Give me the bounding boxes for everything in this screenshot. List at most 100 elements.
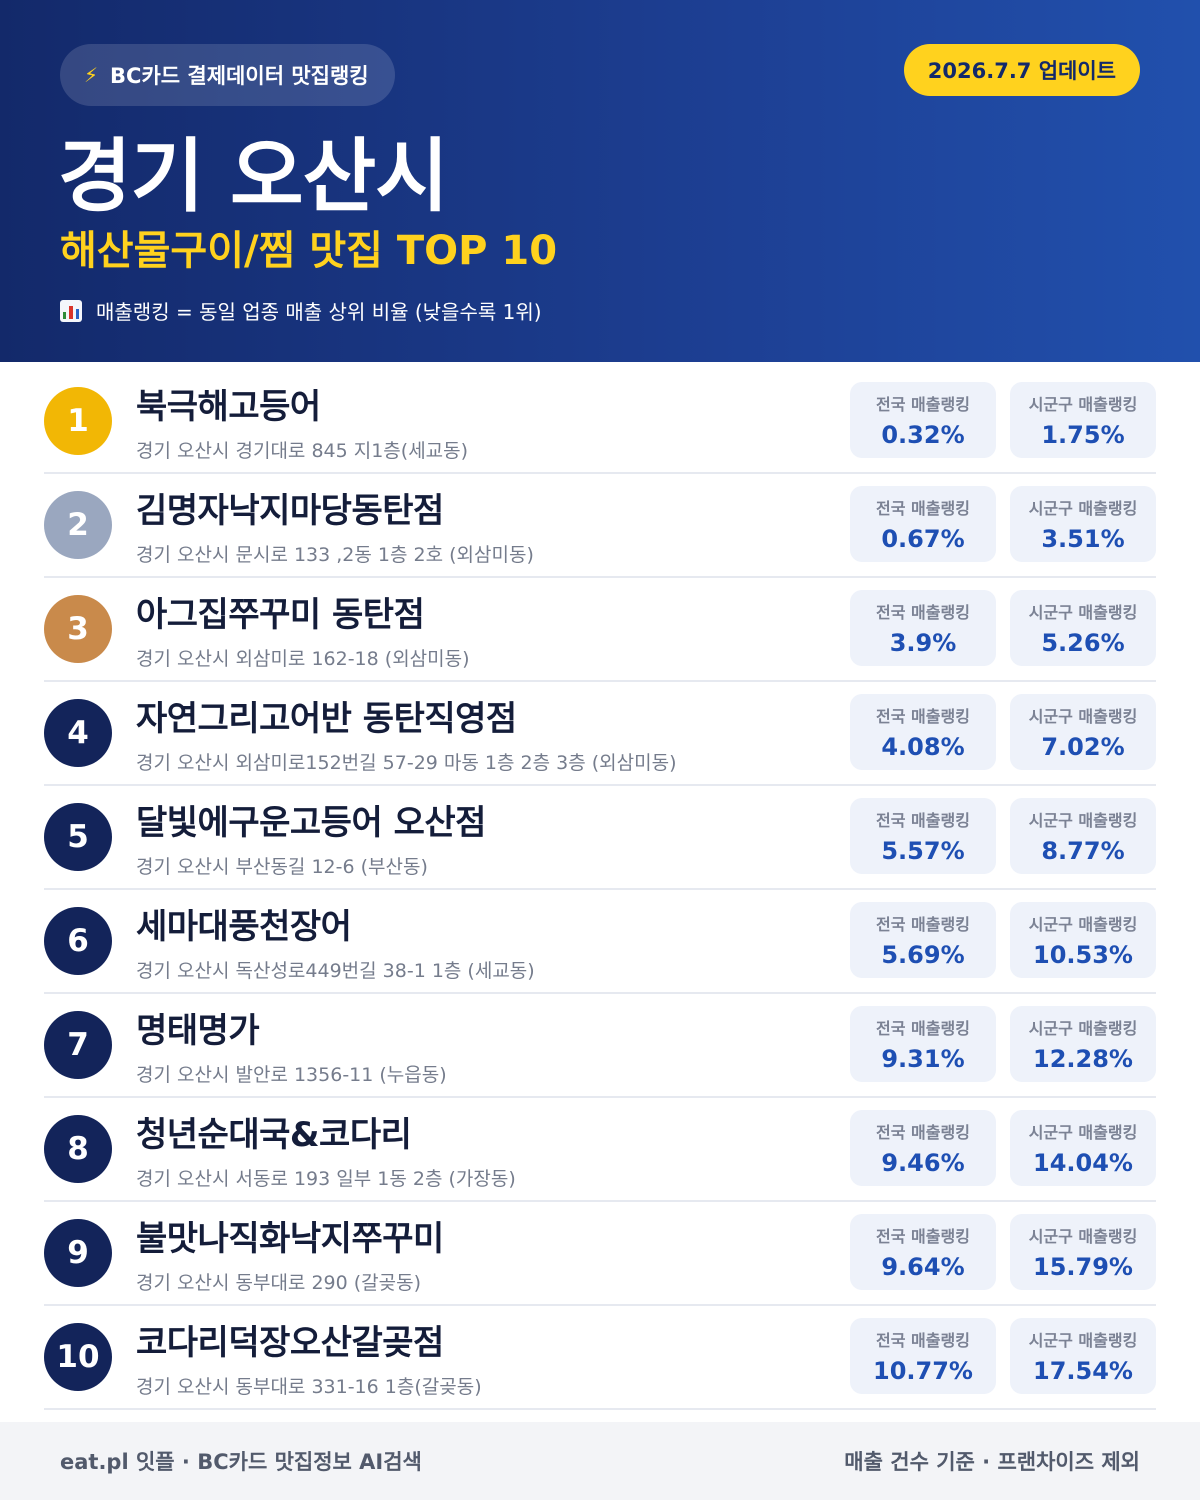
national-ranking-label: 전국 매출랭킹	[876, 1227, 970, 1246]
update-date-badge: 2026.7.7 업데이트	[903, 44, 1140, 96]
national-ranking-label: 전국 매출랭킹	[876, 1123, 970, 1142]
district-ranking-label: 시군구 매출랭킹	[1028, 915, 1138, 934]
page-subtitle: 해산물구이/찜 맛집 TOP 10	[60, 228, 558, 274]
source-badge: ⚡ BC카드 결제데이터 맛집랭킹	[60, 44, 395, 106]
district-ranking-box: 시군구 매출랭킹 12.28%	[1010, 1006, 1156, 1082]
restaurant-info: 북극해고등어 경기 오산시 경기대로 845 지1층(세교동)	[136, 379, 1156, 463]
district-ranking-value: 15.79%	[1033, 1253, 1133, 1281]
national-ranking-label: 전국 매출랭킹	[876, 499, 970, 518]
national-ranking-box: 전국 매출랭킹 0.32%	[850, 382, 996, 458]
restaurant-address: 경기 오산시 부산동길 12-6 (부산동)	[136, 856, 428, 878]
national-ranking-value: 5.69%	[881, 941, 965, 969]
district-ranking-box: 시군구 매출랭킹 14.04%	[1010, 1110, 1156, 1186]
footer: eat.pl 잇플 · BC카드 맛집정보 AI검색 매출 건수 기준 · 프랜…	[0, 1422, 1200, 1500]
ranking-stats: 전국 매출랭킹 9.46% 시군구 매출랭킹 14.04%	[850, 1110, 1156, 1186]
national-ranking-value: 9.31%	[881, 1045, 965, 1073]
national-ranking-label: 전국 매출랭킹	[876, 1019, 970, 1038]
list-item[interactable]: 4 자연그리고어반 동탄직영점 경기 오산시 외삼미로152번길 57-29 마동 …	[44, 682, 1156, 786]
restaurant-address: 경기 오산시 문시로 133 ,2동 1층 2호 (외삼미동)	[136, 544, 534, 566]
restaurant-list: 1 북극해고등어 경기 오산시 경기대로 845 지1층(세교동) 전국 매출랭킹 0.…	[44, 370, 1156, 1410]
district-ranking-box: 시군구 매출랭킹 8.77%	[1010, 798, 1156, 874]
district-ranking-label: 시군구 매출랭킹	[1028, 811, 1138, 830]
list-item[interactable]: 5 달빛에구운고등어 오산점 경기 오산시 부산동길 12-6 (부산동) 전국 매출…	[44, 786, 1156, 890]
national-ranking-label: 전국 매출랭킹	[876, 395, 970, 414]
rank-badge: 3	[44, 595, 112, 663]
list-item[interactable]: 7 명태명가 경기 오산시 발안로 1356-11 (누읍동) 전국 매출랭킹 9.31…	[44, 994, 1156, 1098]
district-ranking-box: 시군구 매출랭킹 7.02%	[1010, 694, 1156, 770]
ranking-note-text: 매출랭킹 = 동일 업종 매출 상위 비율 (낮을수록 1위)	[96, 300, 542, 324]
rank-badge: 1	[44, 387, 112, 455]
district-ranking-value: 12.28%	[1033, 1045, 1133, 1073]
ranking-stats: 전국 매출랭킹 0.32% 시군구 매출랭킹 1.75%	[850, 382, 1156, 458]
restaurant-address: 경기 오산시 동부대로 331-16 1층(갈곶동)	[136, 1376, 482, 1398]
rank-badge: 9	[44, 1219, 112, 1287]
restaurant-name: 불맛나직화낙지쭈꾸미	[136, 1219, 444, 1259]
district-ranking-box: 시군구 매출랭킹 3.51%	[1010, 486, 1156, 562]
list-item[interactable]: 8 청년순대국&코다리 경기 오산시 서동로 193 일부 1동 2층 (가장동) 전…	[44, 1098, 1156, 1202]
restaurant-info: 자연그리고어반 동탄직영점 경기 오산시 외삼미로152번길 57-29 마동 1…	[136, 691, 1156, 775]
restaurant-info: 청년순대국&코다리 경기 오산시 서동로 193 일부 1동 2층 (가장동)	[136, 1107, 1156, 1191]
national-ranking-label: 전국 매출랭킹	[876, 1331, 970, 1350]
restaurant-address: 경기 오산시 발안로 1356-11 (누읍동)	[136, 1064, 447, 1086]
national-ranking-box: 전국 매출랭킹 5.57%	[850, 798, 996, 874]
ranking-stats: 전국 매출랭킹 4.08% 시군구 매출랭킹 7.02%	[850, 694, 1156, 770]
restaurant-name: 김명자낙지마당동탄점	[136, 491, 444, 531]
ranking-stats: 전국 매출랭킹 5.57% 시군구 매출랭킹 8.77%	[850, 798, 1156, 874]
rank-badge: 8	[44, 1115, 112, 1183]
page-title: 경기 오산시	[58, 130, 449, 223]
restaurant-name: 달빛에구운고등어 오산점	[136, 803, 486, 843]
national-ranking-value: 10.77%	[873, 1357, 973, 1385]
district-ranking-label: 시군구 매출랭킹	[1028, 707, 1138, 726]
restaurant-name: 명태명가	[136, 1011, 260, 1051]
ranking-note: 매출랭킹 = 동일 업종 매출 상위 비율 (낮을수록 1위)	[60, 296, 542, 325]
list-item[interactable]: 10 코다리덕장오산갈곶점 경기 오산시 동부대로 331-16 1층(갈곶동) 전국…	[44, 1306, 1156, 1410]
national-ranking-value: 9.46%	[881, 1149, 965, 1177]
district-ranking-value: 1.75%	[1041, 421, 1125, 449]
national-ranking-box: 전국 매출랭킹 10.77%	[850, 1318, 996, 1394]
district-ranking-label: 시군구 매출랭킹	[1028, 603, 1138, 622]
national-ranking-box: 전국 매출랭킹 3.9%	[850, 590, 996, 666]
district-ranking-value: 14.04%	[1033, 1149, 1133, 1177]
list-item[interactable]: 6 세마대풍천장어 경기 오산시 독산성로449번길 38-1 1층 (세교동) 전국…	[44, 890, 1156, 994]
restaurant-name: 코다리덕장오산갈곶점	[136, 1323, 444, 1363]
bar-chart-icon	[60, 299, 82, 322]
restaurant-name: 북극해고등어	[136, 387, 321, 427]
list-item[interactable]: 2 김명자낙지마당동탄점 경기 오산시 문시로 133 ,2동 1층 2호 (외삼미…	[44, 474, 1156, 578]
restaurant-address: 경기 오산시 외삼미로152번길 57-29 마동 1층 2층 3층 (외삼미동…	[136, 752, 677, 774]
district-ranking-label: 시군구 매출랭킹	[1028, 1331, 1138, 1350]
district-ranking-label: 시군구 매출랭킹	[1028, 395, 1138, 414]
restaurant-address: 경기 오산시 서동로 193 일부 1동 2층 (가장동)	[136, 1168, 516, 1190]
national-ranking-label: 전국 매출랭킹	[876, 811, 970, 830]
national-ranking-value: 3.9%	[889, 629, 957, 657]
ranking-stats: 전국 매출랭킹 10.77% 시군구 매출랭킹 17.54%	[850, 1318, 1156, 1394]
district-ranking-value: 7.02%	[1041, 733, 1125, 761]
restaurant-name: 아그집쭈꾸미 동탄점	[136, 595, 425, 635]
restaurant-address: 경기 오산시 외삼미로 162-18 (외삼미동)	[136, 648, 470, 670]
list-item[interactable]: 3 아그집쭈꾸미 동탄점 경기 오산시 외삼미로 162-18 (외삼미동) 전국 매…	[44, 578, 1156, 682]
district-ranking-label: 시군구 매출랭킹	[1028, 1019, 1138, 1038]
national-ranking-box: 전국 매출랭킹 9.31%	[850, 1006, 996, 1082]
footer-source: eat.pl 잇플 · BC카드 맛집정보 AI검색	[60, 1450, 422, 1474]
district-ranking-value: 10.53%	[1033, 941, 1133, 969]
header-banner: ⚡ BC카드 결제데이터 맛집랭킹 2026.7.7 업데이트 경기 오산시 해…	[0, 0, 1200, 362]
district-ranking-box: 시군구 매출랭킹 17.54%	[1010, 1318, 1156, 1394]
ranking-stats: 전국 매출랭킹 5.69% 시군구 매출랭킹 10.53%	[850, 902, 1156, 978]
district-ranking-label: 시군구 매출랭킹	[1028, 1227, 1138, 1246]
national-ranking-value: 9.64%	[881, 1253, 965, 1281]
lightning-bolt-icon: ⚡	[84, 63, 99, 87]
ranking-stats: 전국 매출랭킹 0.67% 시군구 매출랭킹 3.51%	[850, 486, 1156, 562]
national-ranking-box: 전국 매출랭킹 9.64%	[850, 1214, 996, 1290]
list-item[interactable]: 1 북극해고등어 경기 오산시 경기대로 845 지1층(세교동) 전국 매출랭킹 0.…	[44, 370, 1156, 474]
national-ranking-label: 전국 매출랭킹	[876, 603, 970, 622]
ranking-stats: 전국 매출랭킹 3.9% 시군구 매출랭킹 5.26%	[850, 590, 1156, 666]
district-ranking-value: 8.77%	[1041, 837, 1125, 865]
national-ranking-value: 0.67%	[881, 525, 965, 553]
footer-note: 매출 건수 기준 · 프랜차이즈 제외	[844, 1450, 1140, 1474]
restaurant-address: 경기 오산시 동부대로 290 (갈곶동)	[136, 1272, 422, 1294]
district-ranking-box: 시군구 매출랭킹 1.75%	[1010, 382, 1156, 458]
national-ranking-box: 전국 매출랭킹 9.46%	[850, 1110, 996, 1186]
